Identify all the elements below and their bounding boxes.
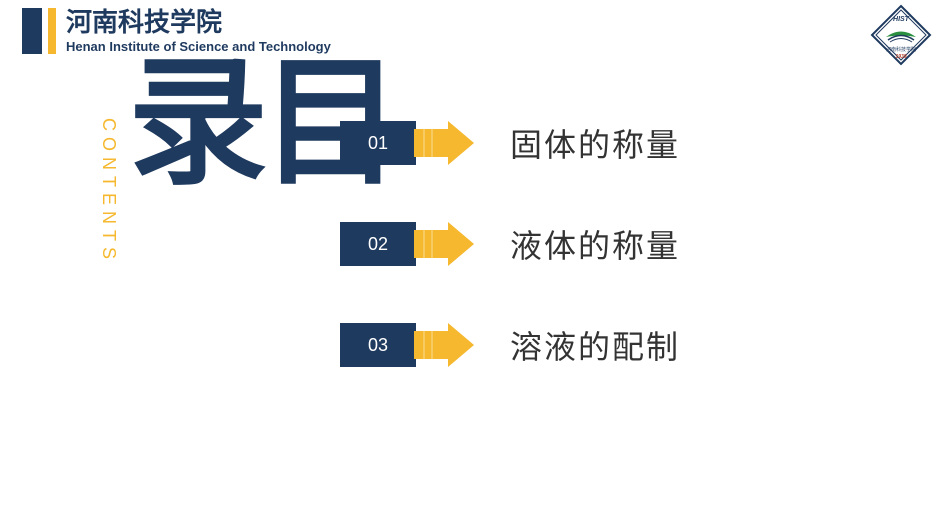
logo-text-top: HIST [893, 16, 910, 23]
toc-number-box: 02 [340, 222, 416, 266]
institution-title-cn: 河南科技学院 [66, 8, 331, 37]
toc-number-box: 03 [340, 323, 416, 367]
toc-item: 02 液体的称量 [340, 221, 680, 267]
arrow-icon [414, 121, 474, 165]
accent-bar-thin [48, 8, 56, 54]
arrow-icon [414, 323, 474, 367]
toc-item-text: 溶液的配制 [510, 322, 680, 368]
toc-item: 01 固体的称量 [340, 120, 680, 166]
logo-text-cn: 河南科技学院 [886, 46, 916, 53]
title-block: 河南科技学院 Henan Institute of Science and Te… [66, 8, 331, 54]
toc-item-text: 固体的称量 [510, 120, 680, 166]
toc-number-box: 01 [340, 121, 416, 165]
toc-item-text: 液体的称量 [510, 221, 680, 267]
toc-item: 03 溶液的配制 [340, 322, 680, 368]
arrow-icon [414, 222, 474, 266]
accent-bar-thick [22, 8, 42, 54]
institution-logo: HIST 河南科技学院 1939 [870, 4, 932, 66]
mulu-char-2: 录 [120, 48, 253, 178]
table-of-contents: 01 固体的称量 02 液体的称量 03 [340, 120, 680, 423]
logo-text-year: 1939 [895, 54, 906, 60]
